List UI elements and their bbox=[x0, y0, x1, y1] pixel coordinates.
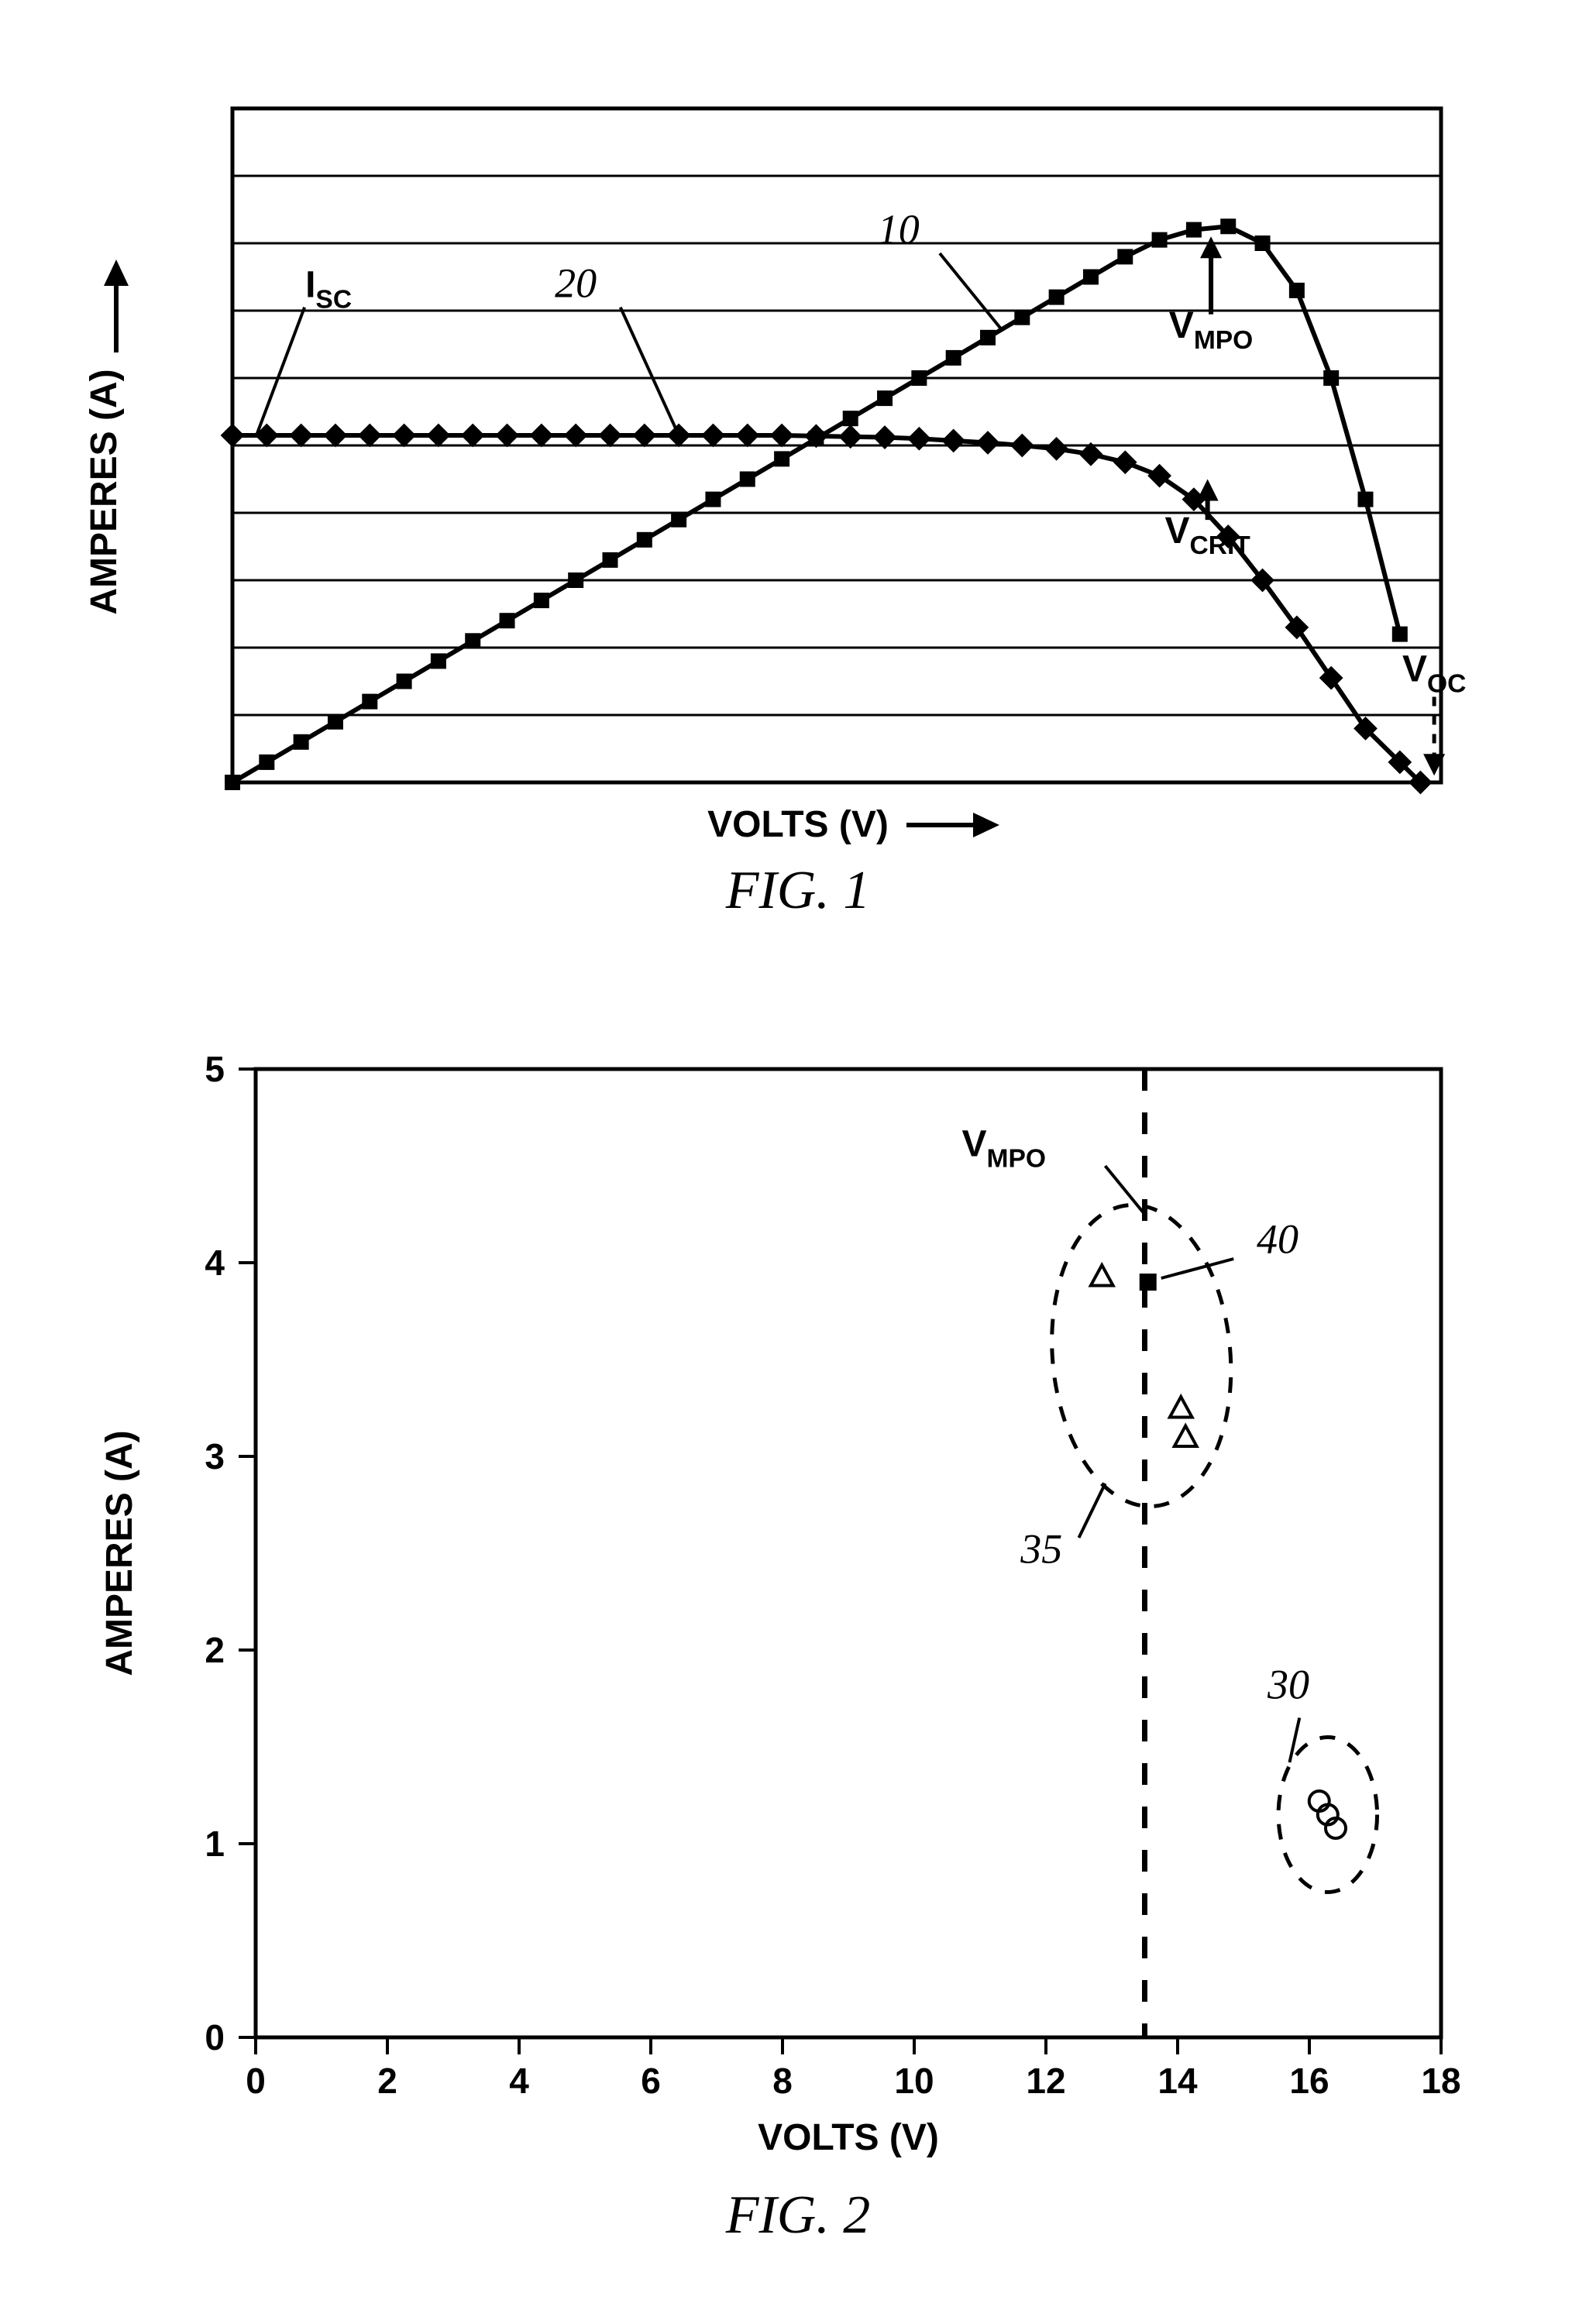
svg-text:AMPERES (A): AMPERES (A) bbox=[99, 1430, 140, 1676]
svg-text:10: 10 bbox=[878, 206, 920, 253]
figure-1: ISC2010VMPOVCRITVOCAMPERES (A)VOLTS (V) … bbox=[0, 46, 1596, 976]
svg-text:18: 18 bbox=[1421, 2061, 1460, 2101]
fig2-plot: 024681012141618012345VMPO403530AMPERES (… bbox=[0, 1007, 1596, 2185]
page: ISC2010VMPOVCRITVOCAMPERES (A)VOLTS (V) … bbox=[0, 0, 1596, 2317]
svg-text:40: 40 bbox=[1257, 1216, 1298, 1263]
svg-text:VOLTS (V): VOLTS (V) bbox=[707, 804, 889, 845]
svg-text:2: 2 bbox=[377, 2061, 397, 2101]
svg-text:12: 12 bbox=[1026, 2061, 1065, 2101]
svg-text:6: 6 bbox=[641, 2061, 661, 2101]
figure-2: 024681012141618012345VMPO403530AMPERES (… bbox=[0, 1007, 1596, 2324]
svg-text:14: 14 bbox=[1157, 2061, 1198, 2101]
svg-text:4: 4 bbox=[509, 2061, 529, 2101]
svg-text:4: 4 bbox=[205, 1243, 225, 1283]
svg-text:2: 2 bbox=[205, 1630, 225, 1670]
fig2-caption: FIG. 2 bbox=[0, 2185, 1596, 2247]
svg-text:16: 16 bbox=[1289, 2061, 1329, 2101]
svg-text:30: 30 bbox=[1267, 1662, 1309, 1708]
svg-text:AMPERES (A): AMPERES (A) bbox=[84, 369, 125, 614]
svg-text:0: 0 bbox=[246, 2061, 266, 2101]
svg-text:VMPO: VMPO bbox=[961, 1124, 1046, 1174]
svg-text:0: 0 bbox=[205, 2017, 225, 2058]
fig1-caption: FIG. 1 bbox=[0, 860, 1596, 922]
svg-text:VOC: VOC bbox=[1402, 649, 1466, 699]
svg-text:10: 10 bbox=[894, 2061, 934, 2101]
fig1-plot: ISC2010VMPOVCRITVOCAMPERES (A)VOLTS (V) bbox=[0, 46, 1596, 883]
svg-text:1: 1 bbox=[205, 1824, 225, 1864]
svg-text:ISC: ISC bbox=[305, 265, 352, 315]
svg-text:5: 5 bbox=[205, 1049, 225, 1089]
svg-text:35: 35 bbox=[1020, 1526, 1062, 1573]
svg-text:8: 8 bbox=[772, 2061, 793, 2101]
svg-text:3: 3 bbox=[205, 1436, 225, 1477]
svg-text:VOLTS (V): VOLTS (V) bbox=[758, 2117, 939, 2158]
svg-text:20: 20 bbox=[555, 260, 597, 307]
